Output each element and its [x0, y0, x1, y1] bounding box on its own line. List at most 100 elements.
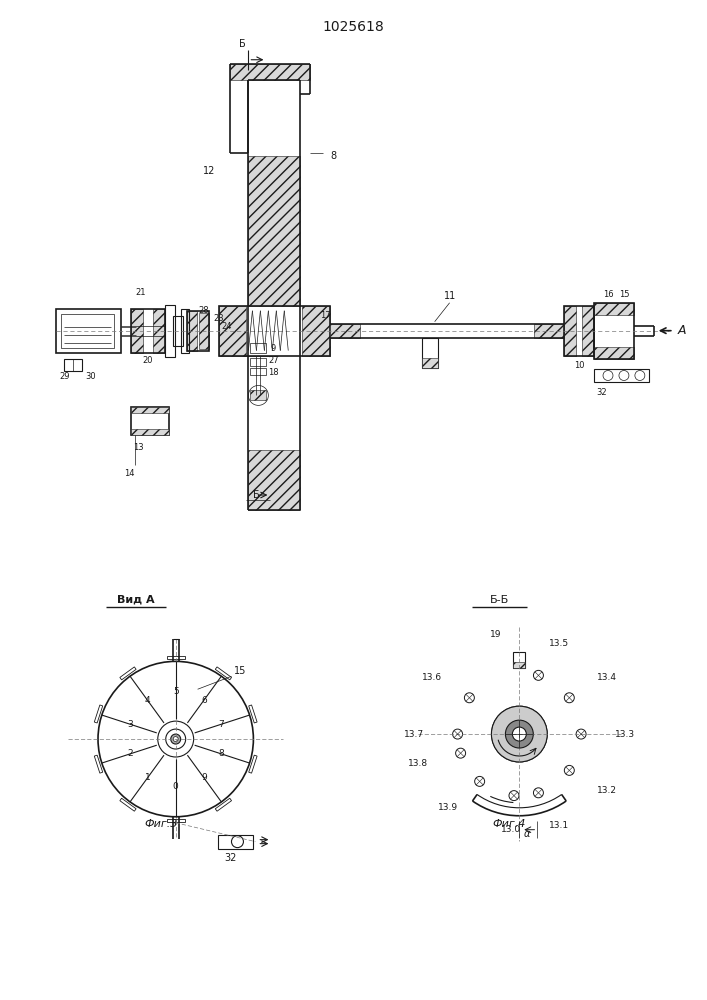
Polygon shape: [249, 755, 257, 773]
Text: 0: 0: [173, 782, 179, 791]
Bar: [131, 309, 143, 353]
Text: 4: 4: [145, 696, 151, 705]
Text: 9: 9: [271, 344, 276, 353]
Bar: [61, 314, 114, 348]
Circle shape: [491, 706, 547, 762]
Bar: [218, 306, 330, 356]
Text: Б: Б: [253, 490, 259, 500]
Text: Б-Б: Б-Б: [490, 595, 509, 605]
Text: 23: 23: [214, 314, 224, 323]
Circle shape: [506, 720, 533, 748]
Polygon shape: [120, 667, 136, 680]
Text: 14: 14: [124, 469, 134, 478]
Text: 3: 3: [127, 720, 133, 729]
Text: 30: 30: [86, 372, 96, 381]
Bar: [422, 358, 438, 368]
Text: 2: 2: [127, 749, 133, 758]
Text: 13.6: 13.6: [422, 673, 442, 682]
Text: Фиг.4: Фиг.4: [493, 819, 526, 829]
Polygon shape: [94, 755, 103, 773]
Text: 29: 29: [59, 372, 69, 381]
Bar: [594, 303, 634, 359]
Bar: [187, 311, 209, 351]
Text: 11: 11: [443, 291, 456, 301]
Text: 13.0: 13.0: [501, 825, 521, 834]
Text: 15: 15: [234, 666, 247, 676]
Bar: [230, 64, 310, 80]
Bar: [187, 311, 197, 351]
Bar: [248, 156, 300, 306]
Text: 28: 28: [198, 306, 209, 315]
Bar: [173, 316, 182, 346]
Bar: [513, 662, 525, 668]
Bar: [131, 407, 169, 413]
Text: 24: 24: [221, 322, 232, 331]
Bar: [594, 347, 634, 359]
Bar: [534, 324, 564, 338]
Circle shape: [173, 737, 178, 742]
Text: 20: 20: [143, 356, 153, 365]
Bar: [594, 303, 634, 315]
Bar: [250, 390, 267, 400]
Polygon shape: [216, 798, 232, 811]
Bar: [250, 358, 267, 366]
Text: 6: 6: [201, 696, 206, 705]
Polygon shape: [249, 705, 257, 723]
Bar: [250, 368, 267, 375]
Text: 16: 16: [602, 290, 613, 299]
Bar: [422, 338, 438, 368]
Bar: [199, 313, 209, 349]
Text: 1025618: 1025618: [322, 20, 384, 34]
Circle shape: [170, 734, 181, 744]
Text: 13: 13: [134, 443, 144, 452]
Text: 13.5: 13.5: [549, 639, 569, 648]
Text: 13.3: 13.3: [615, 730, 635, 739]
Text: 5: 5: [173, 687, 179, 696]
Bar: [330, 324, 360, 338]
Bar: [250, 343, 267, 353]
Text: 7: 7: [218, 720, 224, 729]
Bar: [153, 309, 165, 353]
Polygon shape: [167, 819, 185, 822]
Bar: [131, 407, 169, 435]
Bar: [181, 309, 189, 353]
Bar: [218, 306, 247, 356]
Text: 15: 15: [619, 290, 629, 299]
Polygon shape: [167, 656, 185, 659]
Bar: [513, 652, 525, 668]
Text: Б: Б: [239, 39, 246, 49]
Bar: [131, 309, 165, 353]
Text: 9: 9: [201, 773, 206, 782]
Text: 32: 32: [224, 853, 237, 863]
Text: 13.2: 13.2: [597, 786, 617, 795]
Bar: [302, 306, 330, 356]
Text: 10: 10: [574, 361, 585, 370]
Text: 19: 19: [490, 630, 501, 639]
Text: Вид A: Вид A: [117, 595, 155, 605]
Bar: [165, 305, 175, 357]
Text: α: α: [524, 829, 530, 839]
Text: Фиг.3: Фиг.3: [144, 819, 177, 829]
Bar: [56, 309, 121, 353]
Polygon shape: [94, 705, 103, 723]
Text: 13.4: 13.4: [597, 673, 617, 682]
Text: 13.1: 13.1: [549, 821, 569, 830]
Text: 13.7: 13.7: [404, 730, 423, 739]
Bar: [131, 429, 169, 435]
Text: 8: 8: [218, 749, 224, 758]
Bar: [218, 835, 253, 849]
Circle shape: [513, 727, 526, 741]
Text: 8: 8: [330, 151, 337, 161]
Text: 21: 21: [136, 288, 146, 297]
Bar: [248, 450, 300, 510]
Text: 12: 12: [203, 166, 216, 176]
Text: A: A: [677, 324, 686, 337]
Bar: [64, 359, 82, 371]
Bar: [582, 306, 594, 356]
Polygon shape: [120, 798, 136, 811]
Text: 13.8: 13.8: [408, 759, 428, 768]
Bar: [564, 306, 576, 356]
Text: 27: 27: [268, 356, 279, 365]
Text: 17: 17: [320, 311, 330, 320]
Polygon shape: [216, 667, 232, 680]
